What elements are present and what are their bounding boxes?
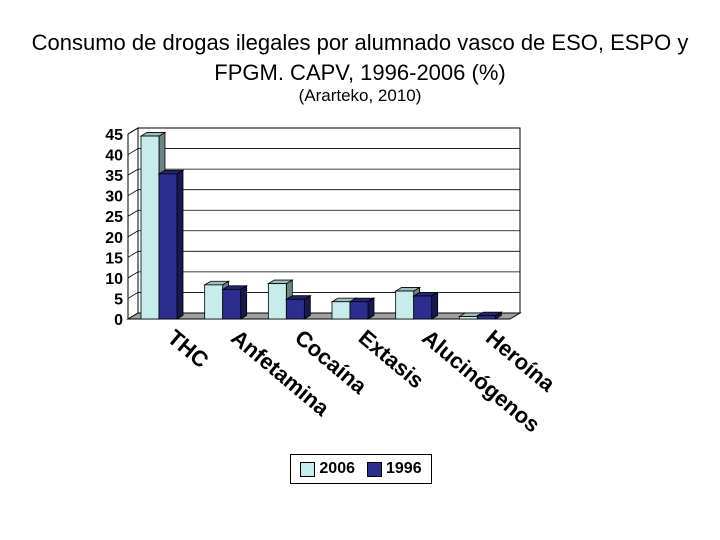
bar-side (431, 291, 439, 320)
x-tick-label: THC (163, 325, 214, 373)
bar-2006 (331, 301, 351, 320)
legend-swatch-2006 (300, 461, 316, 477)
y-tick-label: 10 (105, 271, 123, 288)
gridline (127, 250, 520, 258)
bar-1996 (222, 288, 242, 320)
bar-1996 (413, 295, 433, 320)
legend-item-1996: 1996 (367, 460, 422, 478)
gridline (127, 209, 520, 217)
side-wall (127, 127, 139, 320)
gridline (127, 148, 520, 155)
legend-label-1996: 1996 (386, 460, 422, 477)
bar-side (240, 285, 248, 320)
bar-1996 (158, 173, 178, 320)
y-tick-label: 25 (105, 209, 123, 226)
y-tick-label: 20 (105, 230, 123, 247)
bar-2006 (458, 316, 478, 320)
y-tick-label: 40 (105, 148, 123, 165)
bar-2006 (267, 283, 287, 320)
bar-side (176, 169, 184, 320)
legend-item-2006: 2006 (300, 460, 355, 478)
back-wall (137, 127, 521, 314)
chart-subtitle: (Ararteko, 2010) (298, 86, 422, 105)
legend-label-2006: 2006 (319, 460, 355, 477)
gridline (127, 168, 520, 176)
bar-2006 (204, 284, 224, 320)
bar-1996 (285, 298, 305, 320)
bar-2006 (395, 290, 415, 320)
y-tick-label: 15 (105, 250, 123, 267)
gridline (127, 271, 520, 279)
y-tick-label: 5 (114, 291, 123, 308)
gridline (127, 230, 520, 238)
chart-title: Consumo de drogas ilegales por alumnado … (31, 30, 689, 85)
gridline (127, 127, 520, 135)
bar-1996 (476, 315, 496, 320)
legend: 2006 1996 (290, 454, 432, 484)
bar-2006 (140, 135, 160, 320)
gridline (127, 189, 520, 197)
legend-swatch-1996 (367, 461, 382, 477)
y-tick-label: 30 (105, 189, 123, 206)
y-tick-label: 35 (105, 168, 123, 185)
y-tick-label: 0 (114, 312, 123, 329)
gridline (127, 292, 520, 299)
y-tick-label: 45 (105, 127, 123, 144)
bar-1996 (349, 301, 369, 320)
